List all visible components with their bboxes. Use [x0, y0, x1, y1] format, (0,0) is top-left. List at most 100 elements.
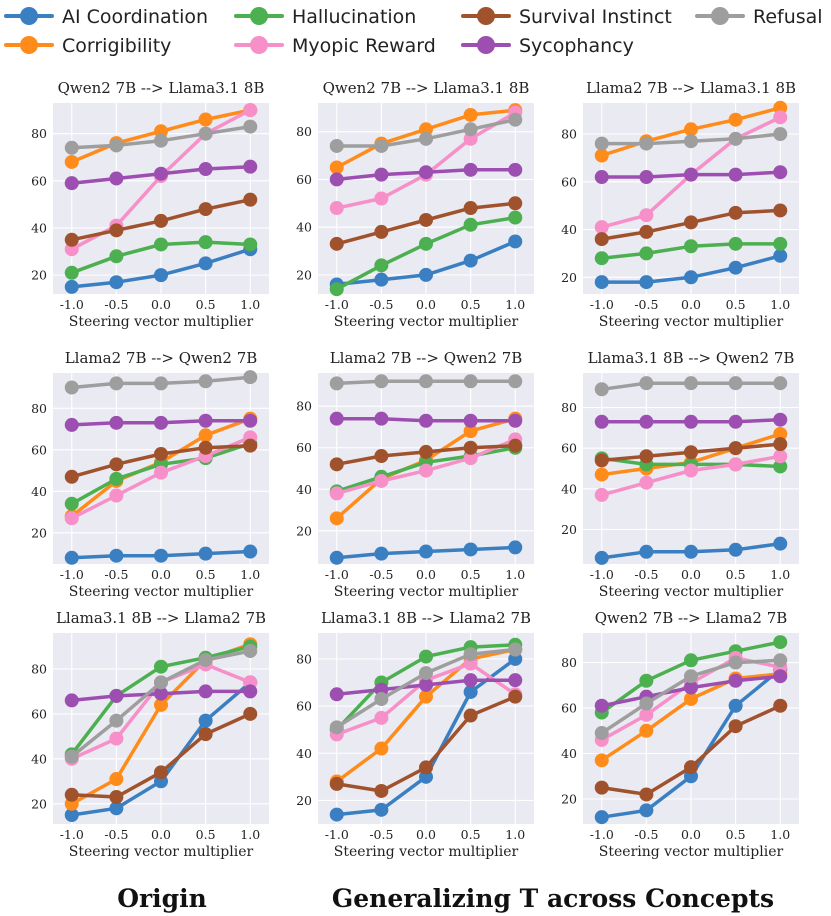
data-point: [594, 780, 609, 795]
series-refusal: [64, 119, 258, 155]
data-point: [109, 471, 124, 486]
data-point: [773, 412, 788, 427]
legend-swatch-marker: [250, 36, 268, 54]
x-axis-label: Steering vector multiplier: [69, 584, 254, 600]
y-tick-label: 40: [296, 746, 312, 761]
y-tick-label: 60: [296, 440, 312, 455]
data-point: [684, 445, 698, 460]
data-point: [198, 126, 213, 141]
data-point: [419, 374, 433, 389]
data-point: [243, 643, 258, 658]
x-tick-label: -0.5: [634, 827, 658, 842]
series-survival-instinct: [64, 438, 258, 484]
x-tick-label: 0.0: [416, 297, 436, 312]
x-tick-label: -0.5: [369, 827, 393, 842]
data-point: [594, 232, 609, 247]
data-point: [154, 697, 168, 712]
series-ai-coordination: [64, 242, 258, 294]
y-tick-label: 20: [561, 522, 577, 537]
x-tick-label: 0.0: [681, 827, 701, 842]
data-point: [463, 162, 478, 177]
data-point: [728, 673, 743, 688]
data-point: [329, 550, 344, 565]
legend-item-hallucination: Hallucination: [234, 6, 416, 28]
data-point: [684, 680, 698, 695]
data-point: [419, 413, 433, 428]
legend-label: Hallucination: [292, 6, 416, 28]
data-point: [198, 235, 213, 250]
data-point: [154, 686, 168, 701]
data-point: [419, 236, 433, 251]
data-point: [374, 374, 389, 389]
x-tick-label: -0.5: [104, 827, 128, 842]
x-tick-label: -0.5: [634, 567, 658, 582]
data-point: [198, 713, 213, 728]
y-tick-label: 80: [296, 651, 312, 666]
series-survival-instinct: [64, 192, 258, 247]
x-tick-label: 1.0: [240, 827, 260, 842]
x-tick-label: 0.5: [461, 827, 481, 842]
data-point: [329, 511, 344, 526]
data-point: [463, 122, 478, 137]
data-point: [243, 706, 258, 721]
data-point: [773, 669, 788, 684]
data-point: [684, 167, 698, 182]
data-point: [419, 649, 433, 664]
caption-origin: Origin: [117, 884, 207, 913]
legend-item-refusal: Refusal: [695, 6, 823, 28]
panel-title: Qwen2 7B --> Llama3.1 8B: [58, 79, 265, 97]
panel-title: Llama3.1 8B --> Llama2 7B: [321, 609, 531, 627]
data-point: [198, 162, 213, 177]
data-point: [154, 376, 168, 391]
data-point: [594, 453, 609, 468]
legend-swatch-marker: [250, 7, 268, 25]
data-point: [329, 776, 344, 791]
data-point: [154, 659, 168, 674]
y-tick-label: 80: [31, 401, 47, 416]
data-point: [374, 783, 389, 798]
legend-item-sycophancy: Sycophancy: [461, 35, 634, 57]
series-survival-instinct: [329, 689, 523, 798]
data-point: [243, 119, 258, 134]
legend-swatch-marker: [477, 36, 495, 54]
x-tick-label: -1.0: [325, 567, 349, 582]
x-tick-label: -1.0: [325, 297, 349, 312]
data-point: [773, 698, 788, 713]
data-point: [109, 772, 124, 787]
data-point: [154, 237, 168, 252]
x-tick-label: -0.5: [634, 297, 658, 312]
data-point: [773, 203, 788, 218]
data-point: [154, 268, 168, 283]
data-point: [463, 542, 478, 557]
y-tick-label: 40: [31, 484, 47, 499]
series-refusal: [329, 112, 523, 153]
data-point: [773, 459, 788, 474]
data-point: [154, 465, 168, 480]
legend-item-myopic-reward: Myopic Reward: [234, 35, 436, 57]
data-point: [419, 689, 433, 704]
data-point: [594, 414, 609, 429]
data-point: [463, 374, 478, 389]
data-point: [154, 548, 168, 563]
data-point: [728, 112, 743, 127]
data-point: [463, 201, 478, 216]
y-tick-label: 80: [561, 127, 577, 142]
data-point: [374, 272, 389, 287]
series-refusal: [329, 642, 523, 735]
data-point: [243, 438, 258, 453]
series-refusal: [329, 374, 523, 391]
data-point: [684, 134, 698, 149]
data-point: [594, 251, 609, 266]
data-point: [728, 655, 743, 670]
data-point: [508, 689, 523, 704]
data-point: [639, 414, 654, 429]
data-point: [64, 176, 79, 191]
data-point: [773, 536, 788, 551]
x-tick-label: 0.5: [196, 297, 216, 312]
legend: AI Coordination Corrigibility Hallucinatio…: [4, 6, 823, 57]
y-tick-label: 60: [561, 441, 577, 456]
data-point: [639, 707, 654, 722]
data-point: [243, 413, 258, 428]
data-point: [508, 673, 523, 688]
series-refusal: [594, 376, 788, 397]
